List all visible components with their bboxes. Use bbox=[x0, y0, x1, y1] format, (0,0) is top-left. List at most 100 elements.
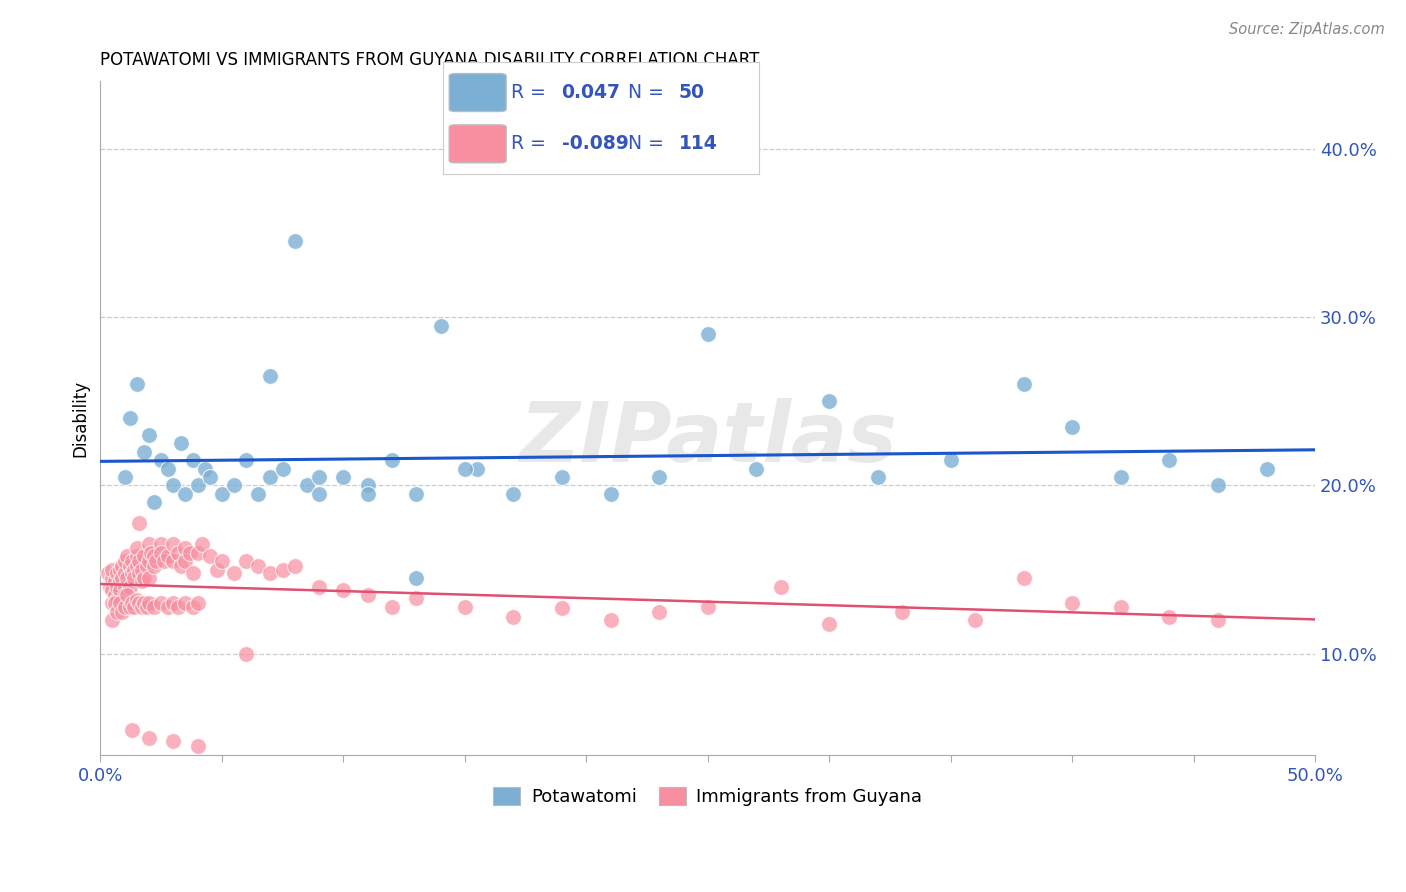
Point bbox=[138, 554, 160, 568]
Point bbox=[1206, 613, 1229, 627]
Text: POTAWATOMI VS IMMIGRANTS FROM GUYANA DISABILITY CORRELATION CHART: POTAWATOMI VS IMMIGRANTS FROM GUYANA DIS… bbox=[100, 51, 759, 69]
FancyBboxPatch shape bbox=[450, 125, 506, 162]
Point bbox=[132, 596, 155, 610]
Point bbox=[194, 461, 217, 475]
Point bbox=[169, 436, 191, 450]
Point bbox=[891, 605, 914, 619]
Point bbox=[205, 563, 228, 577]
Point bbox=[142, 559, 165, 574]
Point bbox=[174, 596, 197, 610]
Point bbox=[162, 734, 184, 748]
Point bbox=[1159, 453, 1181, 467]
Point bbox=[108, 582, 131, 597]
Point bbox=[1012, 571, 1035, 585]
Point bbox=[115, 549, 138, 564]
Point bbox=[141, 546, 163, 560]
Point bbox=[142, 549, 165, 564]
Point bbox=[502, 487, 524, 501]
Point bbox=[247, 487, 270, 501]
Point bbox=[124, 599, 146, 614]
Point bbox=[128, 596, 150, 610]
Point bbox=[551, 601, 574, 615]
Point bbox=[308, 487, 330, 501]
Point bbox=[284, 235, 307, 249]
Point bbox=[167, 599, 190, 614]
Point bbox=[181, 453, 204, 467]
Point bbox=[551, 470, 574, 484]
Point bbox=[135, 559, 157, 574]
Point bbox=[150, 596, 173, 610]
Point bbox=[105, 605, 128, 619]
Point bbox=[101, 596, 124, 610]
Point bbox=[211, 554, 233, 568]
Point bbox=[121, 596, 143, 610]
Point bbox=[145, 554, 167, 568]
Point bbox=[142, 599, 165, 614]
Text: 0.047: 0.047 bbox=[561, 83, 620, 102]
Point bbox=[111, 559, 134, 574]
Point bbox=[181, 566, 204, 580]
Point bbox=[405, 591, 427, 606]
Point bbox=[599, 487, 621, 501]
Point bbox=[284, 559, 307, 574]
Point bbox=[222, 566, 245, 580]
Point bbox=[186, 546, 208, 560]
Point bbox=[769, 580, 792, 594]
Point bbox=[599, 613, 621, 627]
Point bbox=[259, 566, 281, 580]
Point bbox=[167, 546, 190, 560]
Point bbox=[356, 487, 378, 501]
Point bbox=[157, 461, 180, 475]
Point bbox=[429, 318, 451, 333]
Point bbox=[108, 563, 131, 577]
Point bbox=[105, 566, 128, 580]
Point bbox=[131, 563, 153, 577]
Point bbox=[114, 470, 136, 484]
Point bbox=[104, 596, 127, 610]
Point bbox=[1109, 470, 1132, 484]
Point bbox=[465, 461, 488, 475]
Text: 50: 50 bbox=[679, 83, 704, 102]
Point bbox=[138, 731, 160, 745]
Point bbox=[150, 546, 173, 560]
Point bbox=[174, 554, 197, 568]
Point bbox=[121, 566, 143, 580]
Point bbox=[179, 546, 201, 560]
Point bbox=[648, 605, 671, 619]
Point bbox=[332, 582, 354, 597]
Point bbox=[235, 647, 257, 661]
Point bbox=[818, 394, 841, 409]
Point bbox=[356, 588, 378, 602]
Point bbox=[125, 559, 148, 574]
Point bbox=[121, 554, 143, 568]
Text: Source: ZipAtlas.com: Source: ZipAtlas.com bbox=[1229, 22, 1385, 37]
Point bbox=[138, 596, 160, 610]
Point bbox=[939, 453, 962, 467]
Point bbox=[1159, 610, 1181, 624]
Point bbox=[150, 453, 173, 467]
Text: N =: N = bbox=[628, 135, 664, 153]
Point bbox=[138, 428, 160, 442]
Point bbox=[104, 588, 127, 602]
Point bbox=[198, 470, 221, 484]
Point bbox=[101, 613, 124, 627]
Point bbox=[271, 563, 294, 577]
Point bbox=[1062, 596, 1084, 610]
Point bbox=[1062, 419, 1084, 434]
Point bbox=[1256, 461, 1278, 475]
Point bbox=[186, 478, 208, 492]
Point bbox=[108, 574, 131, 589]
Point bbox=[114, 580, 136, 594]
Text: N =: N = bbox=[628, 83, 664, 102]
Y-axis label: Disability: Disability bbox=[72, 380, 89, 457]
Point bbox=[235, 554, 257, 568]
Point bbox=[157, 599, 180, 614]
Point bbox=[308, 470, 330, 484]
Point bbox=[125, 593, 148, 607]
Point bbox=[118, 411, 141, 425]
Text: ZIPatlas: ZIPatlas bbox=[519, 398, 897, 479]
Point bbox=[97, 566, 120, 580]
Point bbox=[454, 599, 477, 614]
Point bbox=[222, 478, 245, 492]
Point bbox=[111, 605, 134, 619]
